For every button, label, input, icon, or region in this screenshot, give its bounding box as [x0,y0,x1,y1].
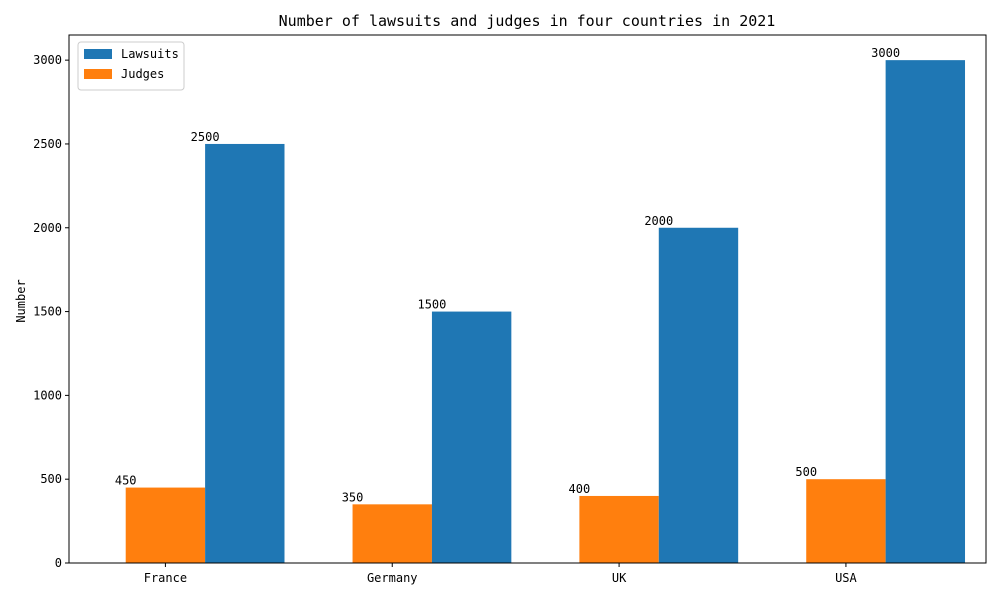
bar-lawsuits-france [205,143,285,563]
bar-lawsuits-germany [431,311,512,563]
legend-label-judges: Judges [121,67,164,81]
data-label-lawsuits-uk: 2000 [644,214,673,228]
x-tick-label: UK [612,571,627,585]
data-label-judges-germany: 350 [342,490,364,504]
legend-swatch-lawsuits [84,49,112,59]
x-tick-label: France [144,571,187,585]
x-tick-label: Germany [367,571,418,585]
data-label-judges-usa: 500 [795,465,817,479]
y-tick-label: 2500 [33,137,62,151]
y-tick-label: 1000 [33,388,62,402]
legend: Lawsuits Judges [77,41,185,91]
y-tick-label: 1500 [33,305,62,319]
y-tick-label: 500 [40,472,62,486]
x-tick-label: USA [835,571,857,585]
plot-area: 450 350 400 500 2500 1500 2000 3000 0 500 1000 1500… [33,34,987,585]
data-label-judges-uk: 400 [569,482,591,496]
data-label-lawsuits-germany: 1500 [417,298,446,312]
y-tick-label: 2000 [33,221,62,235]
bar-judges-uk [579,495,659,563]
bar-lawsuits-uk [658,227,739,563]
bar-judges-france [125,487,206,563]
bar-lawsuits-usa [885,60,966,564]
data-label-judges-france: 450 [115,474,137,488]
y-tick-label: 3000 [33,53,62,67]
legend-label-lawsuits: Lawsuits [121,47,179,61]
legend-swatch-judges [84,69,112,79]
data-label-lawsuits-france: 2500 [191,130,220,144]
y-tick-label: 0 [55,556,62,570]
bar-judges-usa [806,479,886,563]
data-label-lawsuits-usa: 3000 [871,46,900,60]
bar-judges-germany [352,504,432,563]
axes-frame [68,34,987,564]
y-axis-label: Number [14,279,28,322]
chart-title: Number of lawsuits and judges in four co… [279,12,776,30]
